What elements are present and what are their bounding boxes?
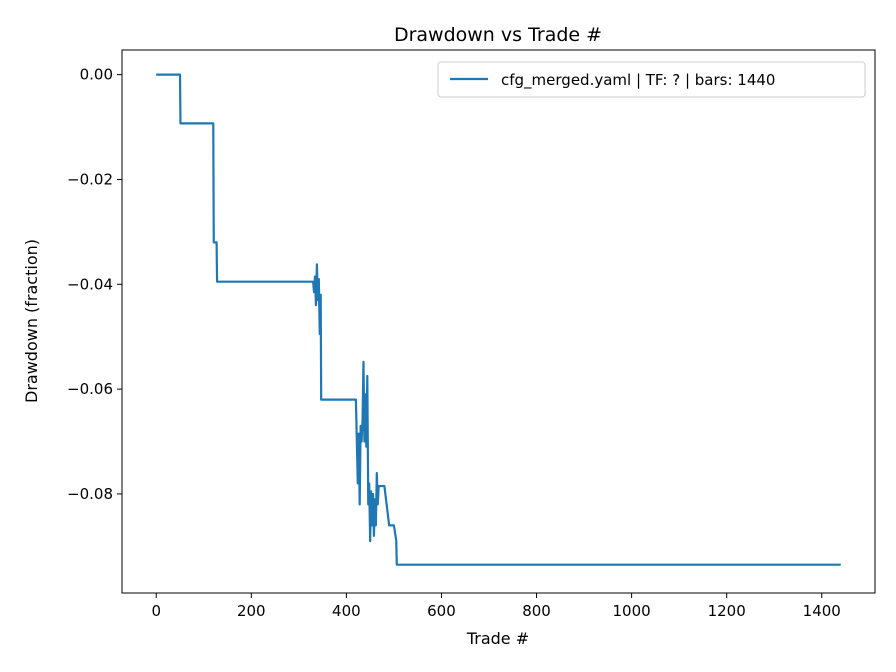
x-tick-label: 600 [427,602,456,620]
series-line-0 [156,73,841,566]
y-tick-label: −0.08 [67,485,113,503]
x-tick-label: 800 [522,602,551,620]
x-tick-label: 1400 [803,602,841,620]
y-axis-label: Drawdown (fraction) [22,239,41,403]
y-tick-label: −0.02 [67,170,113,188]
legend: cfg_merged.yaml | TF: ? | bars: 1440 [437,61,866,98]
x-tick-label: 200 [237,602,266,620]
x-axis-label: Trade # [466,629,529,648]
y-axis-ticks: 0.00 −0.02 −0.04 −0.06 −0.08 [67,66,122,503]
x-tick-label: 400 [332,602,361,620]
legend-frame [437,61,866,98]
plot-frame [121,49,876,594]
series-layer [156,73,841,566]
x-tick-label: 1000 [613,602,651,620]
chart-title: Drawdown vs Trade # [394,24,602,46]
x-tick-label: 1200 [708,602,746,620]
x-axis-ticks: 0 200 400 600 800 1000 1200 1400 [151,593,841,620]
y-tick-label: 0.00 [80,66,113,84]
y-tick-label: −0.04 [67,275,113,293]
legend-label: cfg_merged.yaml | TF: ? | bars: 1440 [501,71,775,90]
y-tick-label: −0.06 [67,380,113,398]
x-tick-label: 0 [151,602,161,620]
